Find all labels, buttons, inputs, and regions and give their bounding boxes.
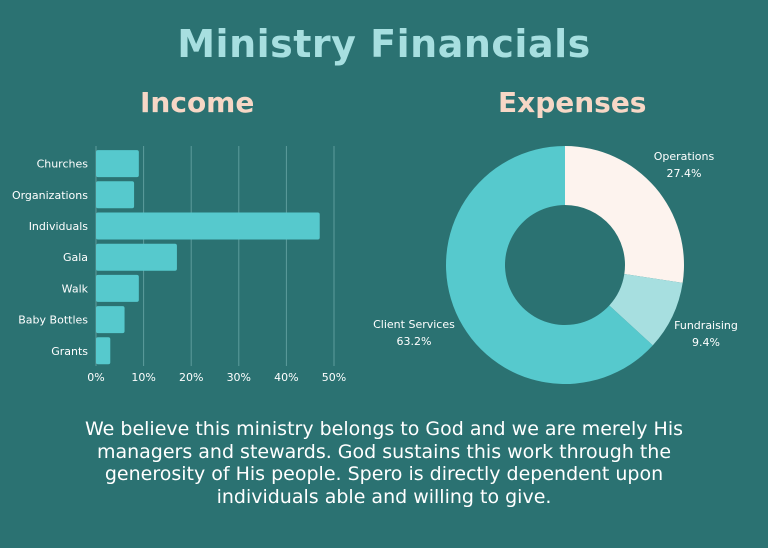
expenses-heading: Expenses [498,86,647,119]
income-heading: Income [140,86,255,119]
bar-gala [96,243,177,271]
category-label: Walk [62,282,89,295]
slice-operations [565,146,684,283]
category-label: Gala [63,251,88,264]
expenses-donut-chart: Operations 27.4% Fundraising 9.4% Client Ser… [373,146,738,384]
slice-label: Operations [654,150,715,163]
category-label: Individuals [29,220,89,233]
mission-statement: We believe this ministry belongs to God … [84,418,684,508]
slice-label: Client Services [373,318,455,331]
bar-churches [96,150,139,178]
page-title: Ministry Financials [177,22,591,66]
slice-fundraising [609,274,683,346]
category-label: Organizations [12,189,88,202]
slice-label: Fundraising [674,319,738,332]
bar-walk [96,274,139,302]
x-tick-label: 50% [322,371,346,384]
bar-organizations [96,181,135,209]
x-tick-label: 0% [87,371,104,384]
x-tick-label: 40% [274,371,298,384]
slice-client-services [446,146,653,384]
x-tick-label: 20% [179,371,203,384]
x-tick-label: 10% [131,371,155,384]
category-label: Baby Bottles [18,314,88,327]
bar-baby-bottles [96,306,125,334]
category-label: Grants [51,345,88,358]
slice-value-label: 27.4% [667,167,702,180]
x-tick-label: 30% [227,371,251,384]
bar-grants [96,337,111,365]
slice-value-label: 63.2% [397,335,432,348]
slice-value-label: 9.4% [692,336,720,349]
bar-individuals [96,212,320,240]
category-label: Churches [37,158,89,171]
income-bar-chart: Churches Organizations Individuals Gala Walk… [12,146,346,384]
